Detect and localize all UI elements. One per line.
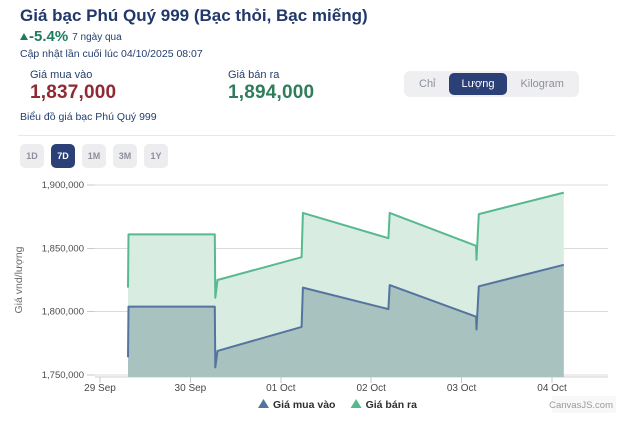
change-period: 7 ngày qua <box>72 32 122 43</box>
legend-item-gia-ban-ra[interactable]: Giá bán ra <box>350 399 418 411</box>
y-axis-title: Giá vnd/lượng <box>13 246 25 313</box>
x-tick-label: 02 Oct <box>356 383 386 394</box>
y-tick-label: 1,800,000 <box>42 307 84 318</box>
legend-marker-triangle-icon <box>350 399 362 408</box>
range-selector: 1D 7D 1M 3M 1Y <box>20 144 168 168</box>
x-tick-label: 04 Oct <box>537 383 567 394</box>
sell-price-value: 1,894,000 <box>228 82 315 103</box>
range-button-1m[interactable]: 1M <box>82 144 106 168</box>
sell-price-label: Giá bán ra <box>228 69 280 81</box>
series-gia-mua-vao-area <box>128 264 564 377</box>
watermark-background <box>552 396 616 413</box>
legend-label: Giá mua vào <box>273 399 335 411</box>
y-tick-label: 1,850,000 <box>42 243 84 254</box>
range-button-7d[interactable]: 7D <box>51 144 75 168</box>
unit-option-luong[interactable]: Lượng <box>448 73 508 95</box>
page-title: Giá bạc Phú Quý 999 (Bạc thỏi, Bạc miếng… <box>20 6 368 25</box>
range-button-1d[interactable]: 1D <box>20 144 44 168</box>
sell-price-block: Giá bán ra 1,894,000 <box>228 69 314 104</box>
trend-down-icon <box>20 33 28 40</box>
x-tick-label: 30 Sep <box>175 383 207 394</box>
x-tick-label: 01 Oct <box>266 383 296 394</box>
unit-toggle: Chỉ Lượng Kilogram <box>404 71 579 97</box>
y-tick-label: 1,900,000 <box>42 180 84 191</box>
change-percent: -5.4% <box>29 28 69 45</box>
buy-price-block: Giá mua vào 1,837,000 <box>30 69 116 104</box>
price-change-row: -5.4% 7 ngày qua <box>20 28 368 45</box>
last-updated-text: Cập nhật lần cuối lúc 04/10/2025 08:07 <box>20 48 203 60</box>
series-gia-ban-ra-line <box>127 191 565 299</box>
unit-option-chi[interactable]: Chỉ <box>406 73 449 95</box>
watermark-text[interactable]: CanvasJS.com <box>549 400 613 411</box>
chart-section-label: Biểu đồ giá bạc Phú Quý 999 <box>20 111 157 123</box>
header: Giá bạc Phú Quý 999 (Bạc thỏi, Bạc miếng… <box>20 6 368 60</box>
buy-price-label: Giá mua vào <box>30 69 93 81</box>
legend-item-gia-mua-vao[interactable]: Giá mua vào <box>258 399 335 411</box>
legend-label: Giá bán ra <box>366 399 418 411</box>
unit-option-kilogram[interactable]: Kilogram <box>507 73 576 95</box>
divider <box>18 135 615 136</box>
y-tick-label: 1,750,000 <box>42 370 84 381</box>
range-button-1y[interactable]: 1Y <box>144 144 168 168</box>
x-tick-label: 03 Oct <box>447 383 477 394</box>
range-button-3m[interactable]: 3M <box>113 144 137 168</box>
series-gia-mua-vao-line <box>127 263 565 369</box>
x-tick-label: 29 Sep <box>84 383 116 394</box>
legend-marker-triangle-icon <box>258 399 269 408</box>
buy-price-value: 1,837,000 <box>30 82 117 103</box>
